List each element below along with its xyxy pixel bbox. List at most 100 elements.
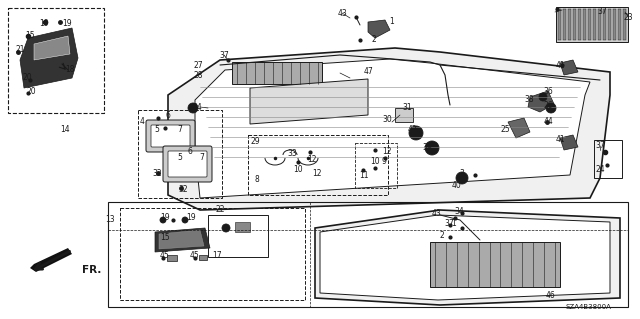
Circle shape <box>539 93 547 101</box>
Text: 19: 19 <box>39 19 49 27</box>
Text: 8: 8 <box>255 174 259 183</box>
Text: 28: 28 <box>193 71 203 80</box>
Bar <box>618 9 621 40</box>
Text: 1: 1 <box>452 219 456 228</box>
Text: 6: 6 <box>166 110 170 120</box>
Text: 13: 13 <box>105 214 115 224</box>
Text: 15: 15 <box>25 31 35 40</box>
Circle shape <box>188 103 198 113</box>
FancyBboxPatch shape <box>146 120 195 152</box>
Text: 10: 10 <box>370 158 380 167</box>
Bar <box>108 202 628 307</box>
Bar <box>120 208 305 300</box>
Bar <box>430 242 560 287</box>
Bar <box>558 9 561 40</box>
Text: 1: 1 <box>390 18 394 26</box>
Circle shape <box>425 141 439 155</box>
Polygon shape <box>195 59 590 198</box>
Circle shape <box>182 217 188 223</box>
Bar <box>623 9 626 40</box>
Polygon shape <box>528 91 554 112</box>
Text: 41: 41 <box>555 135 565 144</box>
Text: 42: 42 <box>407 124 417 133</box>
Text: 14: 14 <box>60 124 70 133</box>
Bar <box>594 140 622 178</box>
Text: 12: 12 <box>382 147 392 157</box>
Text: 44: 44 <box>543 116 553 125</box>
Polygon shape <box>560 135 578 150</box>
Bar <box>8 8 104 113</box>
Text: 4: 4 <box>140 117 145 127</box>
Bar <box>556 7 628 42</box>
Circle shape <box>456 172 468 184</box>
Bar <box>355 143 397 188</box>
Bar <box>593 9 596 40</box>
Circle shape <box>546 103 556 113</box>
Polygon shape <box>315 210 620 305</box>
Text: 12: 12 <box>307 154 317 164</box>
Text: 29: 29 <box>250 137 260 145</box>
Text: 47: 47 <box>363 68 373 77</box>
Text: 43: 43 <box>337 9 347 18</box>
Text: 45: 45 <box>190 251 200 261</box>
Polygon shape <box>508 118 530 138</box>
Bar <box>232 62 322 84</box>
Text: 15: 15 <box>160 233 170 241</box>
Bar <box>573 9 576 40</box>
Text: 19: 19 <box>186 212 196 221</box>
Polygon shape <box>159 230 204 249</box>
Text: 19: 19 <box>62 19 72 27</box>
Text: 45: 45 <box>160 251 170 261</box>
Text: 36: 36 <box>543 86 553 95</box>
Text: 37: 37 <box>444 219 454 228</box>
Text: 41: 41 <box>555 62 565 70</box>
Text: 9: 9 <box>381 158 387 167</box>
FancyBboxPatch shape <box>163 146 212 182</box>
Text: 19: 19 <box>160 212 170 221</box>
Circle shape <box>222 224 230 232</box>
Text: 37: 37 <box>219 50 229 60</box>
Text: 30: 30 <box>382 115 392 123</box>
Text: 22: 22 <box>215 204 225 213</box>
Polygon shape <box>320 215 610 300</box>
Polygon shape <box>34 36 70 60</box>
Bar <box>395 108 413 122</box>
Bar <box>583 9 586 40</box>
Bar <box>568 9 571 40</box>
Text: 37: 37 <box>597 6 607 16</box>
Text: 32: 32 <box>152 169 162 179</box>
FancyBboxPatch shape <box>151 125 190 147</box>
Text: 33: 33 <box>287 150 297 159</box>
Text: FR.: FR. <box>82 265 101 275</box>
Bar <box>578 9 581 40</box>
Bar <box>608 9 611 40</box>
Text: 37: 37 <box>595 142 605 151</box>
Bar <box>603 9 606 40</box>
Text: 31: 31 <box>402 102 412 112</box>
Bar <box>167 255 177 261</box>
Polygon shape <box>155 228 210 252</box>
Bar <box>248 135 388 195</box>
Bar <box>613 9 616 40</box>
Text: 3: 3 <box>460 169 465 179</box>
Text: 40: 40 <box>452 181 462 189</box>
Text: 20: 20 <box>26 87 36 97</box>
Text: SZA4B3800A: SZA4B3800A <box>565 304 611 310</box>
Polygon shape <box>30 248 72 272</box>
Text: 27: 27 <box>193 62 203 70</box>
Circle shape <box>160 217 166 223</box>
Text: 21: 21 <box>15 44 25 54</box>
Text: 5: 5 <box>177 152 182 161</box>
Text: 34: 34 <box>192 102 202 112</box>
Text: 20: 20 <box>22 72 32 81</box>
Text: 7: 7 <box>200 152 204 161</box>
Bar <box>598 9 601 40</box>
Text: 43: 43 <box>432 209 442 218</box>
Text: 2: 2 <box>440 232 444 241</box>
Bar <box>563 9 566 40</box>
Bar <box>208 215 268 257</box>
Text: 10: 10 <box>293 165 303 174</box>
Text: 7: 7 <box>177 124 182 133</box>
FancyBboxPatch shape <box>168 151 207 177</box>
Polygon shape <box>560 60 578 75</box>
